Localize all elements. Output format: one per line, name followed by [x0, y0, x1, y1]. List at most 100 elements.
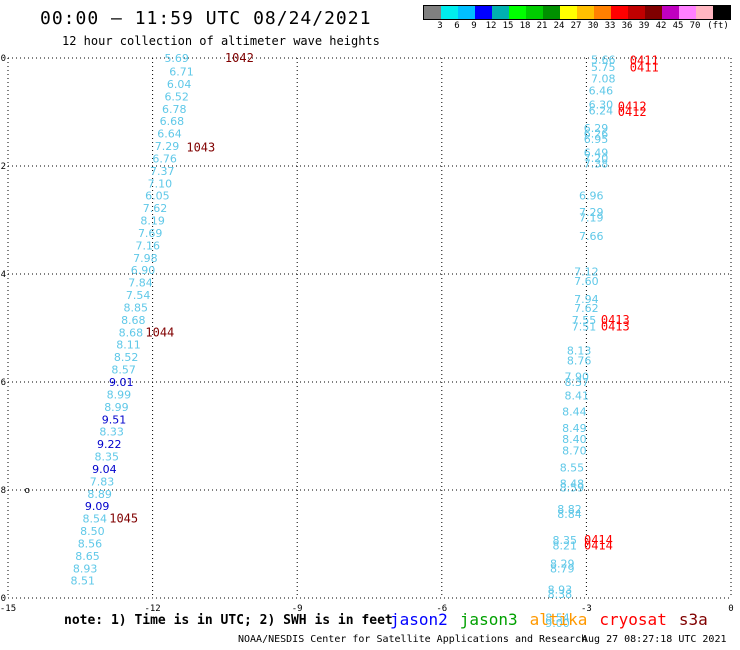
track-a-value: 8.19	[140, 215, 165, 228]
track-a-value: 7.62	[143, 202, 168, 215]
track-b-value: 8.54	[545, 611, 570, 624]
track-b-value: 7.60	[574, 275, 599, 288]
chart-title: 00:00 – 11:59 UTC 08/24/2021	[40, 8, 372, 29]
color-swatch-15	[679, 6, 696, 19]
track-b-value: 8.41	[565, 390, 590, 403]
track-a-value: 6.05	[145, 190, 170, 203]
color-swatch-9	[577, 6, 594, 19]
track-a-value: 8.68	[121, 314, 146, 327]
track-b-value: 7.90	[565, 371, 590, 384]
track-a-value: 8.99	[104, 401, 129, 414]
track-a-value: 8.54	[83, 513, 108, 526]
time-label: 0411	[630, 54, 659, 68]
track-a-value: 6.52	[164, 90, 189, 103]
track-b-value: 7.55	[572, 314, 597, 327]
track-a-value: 6.78	[162, 103, 187, 116]
track-a-value: 7.37	[150, 165, 175, 178]
track-a-value: 8.99	[107, 388, 132, 401]
track-a-value: 8.11	[116, 339, 141, 352]
time-label: 1042	[225, 51, 254, 65]
track-b-value: 7.38	[584, 157, 609, 170]
track-b-value: 6.29	[584, 122, 609, 135]
x-tick-label: -9	[292, 604, 303, 614]
color-tick-label: 42	[655, 21, 667, 31]
satellite-legend: jason2 jason3 altika cryosat s3a	[390, 610, 720, 629]
track-b-value: 8.35	[552, 534, 577, 547]
color-tick-label: 6	[454, 21, 460, 31]
track-a-value: 6.68	[160, 115, 185, 128]
track-a-value: 8.85	[123, 301, 148, 314]
track-a-value: 7.10	[148, 177, 173, 190]
track-b-value: 8.44	[562, 406, 587, 419]
track-b-value: 8.84	[557, 508, 582, 521]
satellite-s3a: s3a	[678, 610, 708, 629]
credit-line: NOAA/NESDIS Center for Satellite Applica…	[238, 634, 588, 645]
track-b-value: 6.96	[579, 190, 604, 203]
track-b-value: 8.29	[550, 557, 575, 570]
track-a-value: 6.76	[152, 152, 177, 165]
track-b-value: 8.38	[548, 588, 573, 601]
track-b-value: 7.12	[574, 265, 599, 278]
y-tick-label: -4	[0, 270, 6, 280]
track-b-value: 8.49	[562, 422, 587, 435]
track-b-value: 8.93	[548, 583, 573, 596]
track-a-value: 9.51	[102, 413, 127, 426]
color-unit-label: (ft)	[707, 21, 729, 31]
color-tick-label: 27	[570, 21, 582, 31]
x-tick-label: 0	[728, 604, 733, 614]
color-swatch-2	[458, 6, 475, 19]
x-tick-label: -6	[436, 604, 447, 614]
track-a-value: 6.64	[157, 128, 182, 141]
track-b-value: 8.21	[552, 540, 577, 553]
track-a-value: 8.35	[95, 451, 120, 464]
track-a-value: 8.50	[80, 525, 105, 538]
color-swatch-12	[628, 6, 645, 19]
track-a-value: 8.33	[99, 426, 124, 439]
track-b-value: 8.82	[557, 503, 582, 516]
track-b-value: 7.66	[579, 230, 604, 243]
track-b-value: 8.40	[562, 433, 587, 446]
track-a-value: 5.69	[164, 52, 189, 65]
color-swatch-4	[492, 6, 509, 19]
track-a-value: 8.56	[78, 537, 103, 550]
track-b-value: 6.95	[584, 133, 609, 146]
time-label: 0414	[584, 539, 613, 553]
color-tick-label: 18	[519, 21, 531, 31]
y-tick-label: -10	[0, 594, 6, 604]
color-swatch-17	[713, 6, 730, 19]
track-b-value: 6.24	[589, 104, 614, 117]
color-tick-label: 9	[471, 21, 477, 31]
track-b-value: 8.76	[567, 354, 592, 367]
track-a-value: 8.93	[73, 562, 98, 575]
track-a-value: 6.04	[167, 78, 192, 91]
track-b-value: 8.79	[550, 562, 575, 575]
time-label: 0412	[618, 100, 647, 114]
time-label: 0412	[618, 105, 647, 119]
time-label: 1045	[109, 512, 138, 526]
color-tick-label: 30	[587, 21, 599, 31]
track-b-value: 5.66	[591, 54, 616, 67]
color-swatch-14	[662, 6, 679, 19]
track-b-value: 6.49	[584, 147, 609, 160]
color-swatch-6	[526, 6, 543, 19]
track-a-value: 7.29	[155, 140, 180, 153]
track-a-value: 9.09	[85, 500, 110, 513]
x-tick-label: -12	[144, 604, 160, 614]
track-b-value: 9.00	[545, 617, 570, 630]
track-b-value: 7.19	[579, 211, 604, 224]
color-tick-label: 15	[502, 21, 514, 31]
track-b-value: 6.30	[589, 98, 614, 111]
y-tick-label: -8	[0, 486, 6, 496]
time-label: 0414	[584, 533, 613, 547]
track-a-value: 7.54	[126, 289, 151, 302]
track-a-value: 6.90	[131, 264, 156, 277]
track-b-value: 7.08	[591, 73, 616, 86]
track-a-value: 7.16	[136, 239, 161, 252]
satellite-cryosat: cryosat	[599, 610, 667, 629]
track-a-value: 7.84	[128, 277, 153, 290]
track-a-value: 7.83	[90, 475, 115, 488]
track-b-value: 8.48	[560, 478, 585, 491]
track-a-value: 8.68	[119, 326, 144, 339]
y-tick-label: -2	[0, 162, 6, 172]
